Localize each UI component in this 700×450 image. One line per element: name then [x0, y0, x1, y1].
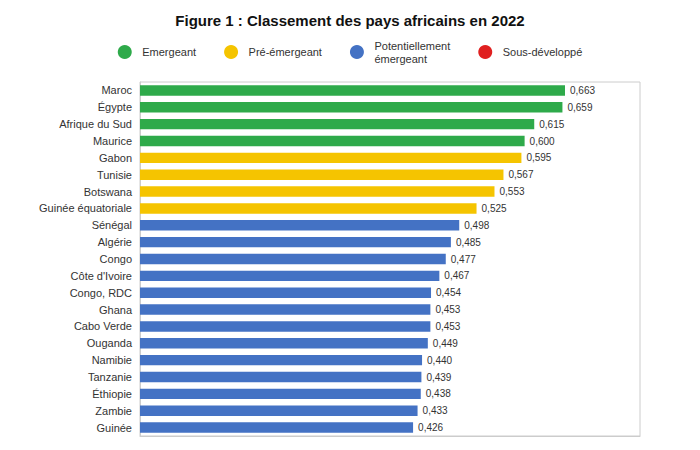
svg-text:0,498: 0,498: [464, 220, 489, 231]
svg-text:Tunisie: Tunisie: [97, 169, 132, 181]
svg-text:Tanzanie: Tanzanie: [88, 371, 132, 383]
svg-text:Ghana: Ghana: [99, 304, 133, 316]
svg-text:Côte d'Ivoire: Côte d'Ivoire: [71, 270, 132, 282]
svg-text:0,525: 0,525: [482, 203, 507, 214]
svg-text:Emergeant: Emergeant: [142, 46, 196, 58]
svg-text:Sénégal: Sénégal: [92, 219, 132, 231]
svg-text:0,467: 0,467: [444, 270, 469, 281]
svg-text:Figure 1 : Classement des pays: Figure 1 : Classement des pays africains…: [175, 12, 524, 29]
svg-text:0,595: 0,595: [526, 152, 551, 163]
svg-text:Ouganda: Ouganda: [87, 337, 133, 349]
svg-text:Namibie: Namibie: [92, 354, 132, 366]
svg-text:Guinée: Guinée: [97, 422, 132, 434]
svg-text:Potentiellement: Potentiellement: [374, 40, 450, 52]
svg-text:0,438: 0,438: [426, 388, 451, 399]
svg-text:Sous-développé: Sous-développé: [503, 46, 583, 58]
svg-text:0,449: 0,449: [433, 338, 458, 349]
svg-text:Guinée équatoriale: Guinée équatoriale: [39, 202, 132, 214]
svg-text:Botswana: Botswana: [84, 186, 133, 198]
svg-text:0,663: 0,663: [570, 85, 595, 96]
svg-text:Congo, RDC: Congo, RDC: [70, 287, 132, 299]
svg-text:0,453: 0,453: [435, 321, 460, 332]
svg-text:Maroc: Maroc: [101, 84, 132, 96]
svg-text:Gabon: Gabon: [99, 152, 132, 164]
svg-text:0,615: 0,615: [539, 119, 564, 130]
svg-text:0,454: 0,454: [436, 287, 461, 298]
svg-text:0,659: 0,659: [567, 102, 592, 113]
svg-text:0,600: 0,600: [530, 136, 555, 147]
svg-text:0,477: 0,477: [451, 254, 476, 265]
svg-text:Égypte: Égypte: [98, 101, 132, 113]
svg-text:0,485: 0,485: [456, 237, 481, 248]
svg-text:0,433: 0,433: [423, 405, 448, 416]
svg-text:0,567: 0,567: [508, 169, 533, 180]
svg-text:Afrique du Sud: Afrique du Sud: [59, 118, 132, 130]
svg-text:0,439: 0,439: [426, 372, 451, 383]
svg-text:Cabo Verde: Cabo Verde: [74, 320, 132, 332]
svg-text:Maurice: Maurice: [93, 135, 132, 147]
svg-text:0,453: 0,453: [435, 304, 460, 315]
svg-text:Zambie: Zambie: [95, 405, 132, 417]
svg-text:0,426: 0,426: [418, 422, 443, 433]
svg-text:Pré-émergeant: Pré-émergeant: [249, 46, 322, 58]
svg-text:émergeant: émergeant: [374, 53, 427, 65]
svg-text:0,440: 0,440: [427, 355, 452, 366]
svg-text:0,553: 0,553: [499, 186, 524, 197]
svg-text:Congo: Congo: [100, 253, 132, 265]
svg-text:Algérie: Algérie: [98, 236, 132, 248]
svg-text:Éthiopie: Éthiopie: [92, 388, 132, 400]
